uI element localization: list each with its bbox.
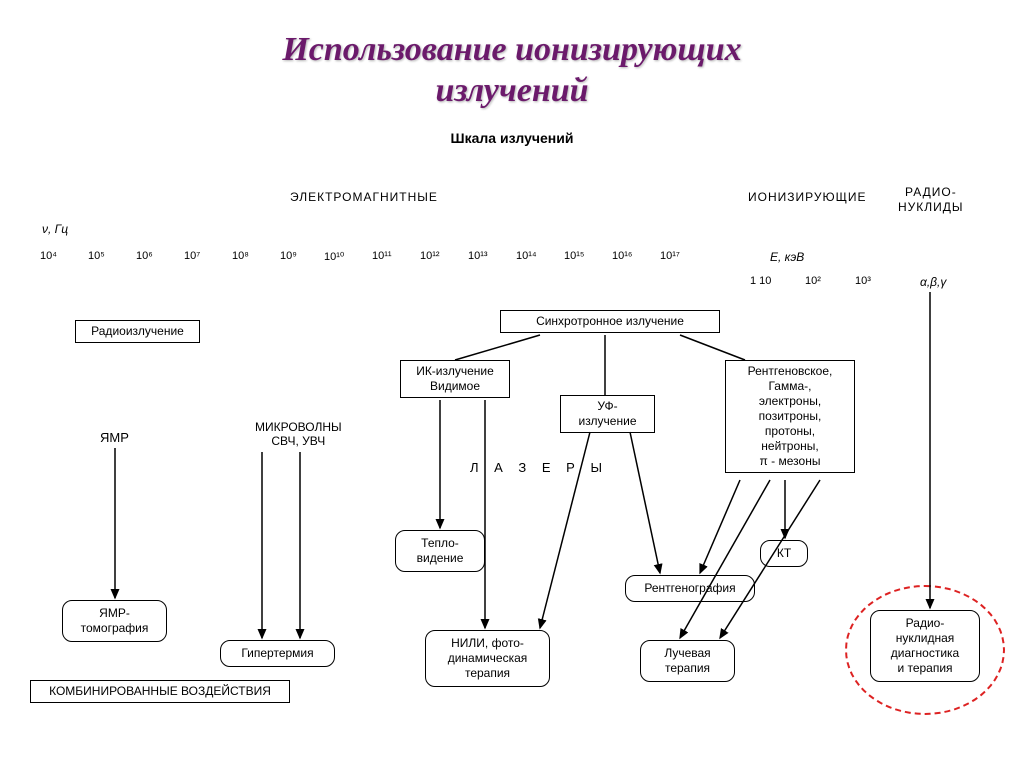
tick-e1: 10² bbox=[805, 275, 821, 287]
tick-f5: 10⁹ bbox=[280, 250, 297, 262]
tick-f10: 10¹⁴ bbox=[516, 250, 537, 262]
cat-ionizing: ИОНИЗИРУЮЩИЕ bbox=[748, 190, 867, 204]
label-nmr: ЯМР bbox=[100, 430, 129, 445]
page-title: Использование ионизирующих излучений bbox=[0, 0, 1024, 112]
box-synchrotron: Синхротронное излучение bbox=[500, 310, 720, 333]
box-xray-l5: протоны, bbox=[765, 424, 815, 438]
tick-f8: 10¹² bbox=[420, 250, 440, 262]
ray-l2: терапия bbox=[665, 661, 710, 675]
ray-l1: Лучевая bbox=[664, 646, 710, 660]
box-xray-particles: Рентгеновское, Гамма-, электроны, позитр… bbox=[725, 360, 855, 473]
nmr-tomo-l2: томография bbox=[81, 621, 149, 635]
label-lasers: Л А З Е Р Ы bbox=[470, 460, 608, 475]
axis-e: E, кэВ bbox=[770, 250, 804, 264]
box-ik: ИК-излучение Видимое bbox=[400, 360, 510, 398]
micro-l2: СВЧ, УВЧ bbox=[271, 434, 325, 448]
box-xray-l2: Гамма-, bbox=[768, 379, 811, 393]
micro-l1: МИКРОВОЛНЫ bbox=[255, 420, 342, 434]
box-ik-l2: Видимое bbox=[430, 379, 480, 393]
axis-abg: α,β,γ bbox=[920, 275, 946, 289]
tick-f11: 10¹⁵ bbox=[564, 250, 584, 262]
tick-f2: 10⁶ bbox=[136, 250, 153, 262]
box-nmr-tomo: ЯМР- томография bbox=[62, 600, 167, 642]
box-ik-l1: ИК-излучение bbox=[416, 364, 494, 378]
cat-radionuclides-2: НУКЛИДЫ bbox=[898, 200, 964, 214]
box-uf: УФ- излучение bbox=[560, 395, 655, 433]
title-line1: Использование ионизирующих bbox=[282, 31, 741, 68]
tick-f6: 10¹⁰ bbox=[324, 250, 344, 263]
box-ray-therapy: Лучевая терапия bbox=[640, 640, 735, 682]
box-xray-l1: Рентгеновское, bbox=[748, 364, 833, 378]
box-xray-l3: электроны, bbox=[759, 394, 821, 408]
cat-radionuclides-1: РАДИО- bbox=[905, 185, 957, 199]
tick-e2: 10³ bbox=[855, 275, 871, 287]
tick-f3: 10⁷ bbox=[184, 250, 200, 262]
thermo-l2: видение bbox=[417, 551, 464, 565]
nili-l3: терапия bbox=[465, 666, 510, 680]
box-xray-l6: нейтроны, bbox=[761, 439, 818, 453]
box-radio: Радиоизлучение bbox=[75, 320, 200, 343]
nmr-tomo-l1: ЯМР- bbox=[99, 606, 130, 620]
tick-f12: 10¹⁶ bbox=[612, 250, 632, 262]
tick-f0: 10⁴ bbox=[40, 250, 57, 262]
chart-subtitle: Шкала излучений bbox=[0, 130, 1024, 146]
box-hyperthermia: Гипертермия bbox=[220, 640, 335, 667]
thermo-l1: Тепло- bbox=[421, 536, 459, 550]
box-combined: КОМБИНИРОВАННЫЕ ВОЗДЕЙСТВИЯ bbox=[30, 680, 290, 703]
tick-f1: 10⁵ bbox=[88, 250, 105, 262]
box-xray-l7: π - мезоны bbox=[760, 454, 821, 468]
title-line2: излучений bbox=[435, 72, 588, 109]
tick-f9: 10¹³ bbox=[468, 250, 488, 262]
tick-f4: 10⁸ bbox=[232, 250, 249, 262]
box-uf-l1: УФ- bbox=[597, 399, 617, 413]
box-uf-l2: излучение bbox=[578, 414, 636, 428]
tick-f13: 10¹⁷ bbox=[660, 250, 680, 262]
label-microwaves: МИКРОВОЛНЫ СВЧ, УВЧ bbox=[255, 420, 342, 448]
cat-electromagnetic: ЭЛЕКТРОМАГНИТНЫЕ bbox=[290, 190, 438, 204]
box-nili: НИЛИ, фото- динамическая терапия bbox=[425, 630, 550, 687]
tick-e0: 1 10 bbox=[750, 275, 771, 287]
box-xray-l4: позитроны, bbox=[759, 409, 822, 423]
box-thermo: Тепло- видение bbox=[395, 530, 485, 572]
nili-l1: НИЛИ, фото- bbox=[451, 636, 524, 650]
box-xray-imaging: Рентгенография bbox=[625, 575, 755, 602]
axis-nu: ν, Гц bbox=[42, 222, 68, 236]
highlight-circle bbox=[845, 585, 1005, 715]
tick-f7: 10¹¹ bbox=[372, 250, 392, 262]
box-ct: КТ bbox=[760, 540, 808, 567]
nili-l2: динамическая bbox=[448, 651, 528, 665]
